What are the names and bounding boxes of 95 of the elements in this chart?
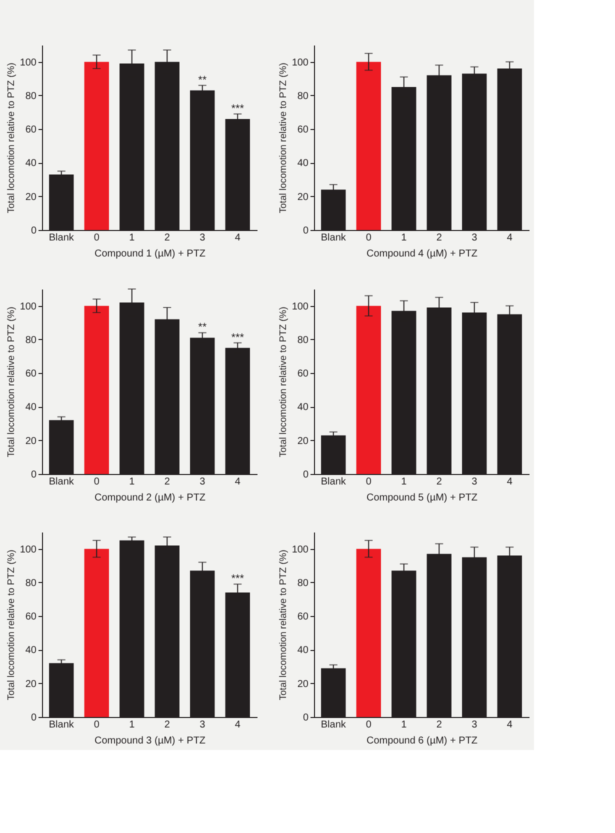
y-tick-label: 60: [297, 612, 309, 623]
x-tick-label: 2: [164, 232, 170, 244]
y-tick-label: 0: [30, 712, 37, 724]
y-tick-label: 80: [297, 334, 309, 346]
y-tick-label: 80: [25, 90, 37, 102]
y-tick-label: 80: [25, 578, 37, 589]
y-tick-label: 60: [297, 368, 309, 380]
x-tick-label: 3: [472, 476, 478, 488]
x-tick-label: 0: [366, 720, 372, 730]
x-tick-label: 3: [472, 232, 478, 244]
annotation: ***: [231, 102, 245, 115]
x-tick-label: 4: [234, 720, 241, 730]
x-tick-label: 3: [200, 232, 206, 244]
x-tick-label: 1: [129, 476, 136, 488]
y-tick-label: 0: [302, 470, 309, 480]
y-tick-label: 40: [297, 158, 309, 170]
x-axis-title: Compound 1 (µM) + PTZ: [94, 248, 206, 260]
y-axis-title: Total locomotion relative to PTZ (%): [6, 62, 17, 214]
bar: [356, 548, 381, 717]
x-tick-label: 4: [234, 232, 241, 244]
x-tick-label: 4: [506, 720, 513, 730]
x-tick-label: Blank: [320, 720, 347, 730]
bar: [84, 306, 109, 474]
y-tick-label: 100: [20, 544, 37, 556]
y-tick-label: 40: [297, 402, 309, 414]
y-tick-label: 20: [25, 192, 37, 203]
y-tick-label: 20: [297, 192, 309, 203]
y-tick-label: 100: [292, 301, 309, 312]
y-tick-label: 40: [25, 645, 37, 656]
bar: [84, 62, 109, 230]
x-tick-label: 1: [401, 720, 408, 730]
y-tick-label: 20: [297, 436, 309, 447]
x-tick-label: 1: [129, 720, 136, 730]
y-tick-label: 80: [25, 334, 37, 346]
x-tick-label: 1: [401, 232, 408, 244]
y-tick-label: 80: [297, 578, 309, 589]
x-tick-label: Blank: [48, 232, 75, 244]
y-tick-label: 40: [297, 645, 309, 656]
annotation: **: [198, 74, 208, 86]
y-tick-label: 80: [297, 90, 309, 102]
y-tick-label: 20: [25, 436, 37, 447]
x-tick-label: 2: [164, 476, 170, 488]
y-tick-label: 60: [25, 612, 37, 623]
y-tick-label: 60: [297, 124, 309, 136]
x-axis-title: Compound 6 (µM) + PTZ: [366, 736, 478, 746]
y-tick-label: 100: [292, 544, 309, 556]
y-tick-label: 20: [297, 678, 309, 690]
y-axis-title: Total locomotion relative to PTZ (%): [278, 62, 289, 214]
y-axis-title: Total locomotion relative to PTZ (%): [278, 550, 289, 700]
y-tick-label: 40: [25, 158, 37, 170]
x-tick-label: 0: [366, 232, 372, 244]
y-tick-label: 0: [30, 470, 37, 480]
bar: [84, 548, 109, 717]
x-axis-title: Compound 2 (µM) + PTZ: [94, 492, 206, 504]
annotation: ***: [231, 573, 245, 586]
annotation: **: [198, 322, 208, 334]
y-tick-label: 100: [20, 57, 37, 68]
x-tick-label: 2: [436, 720, 442, 730]
x-tick-label: 3: [472, 720, 478, 730]
y-axis-title: Total locomotion relative to PTZ (%): [278, 306, 289, 458]
x-tick-label: 3: [200, 720, 206, 730]
bar: [356, 306, 381, 474]
y-tick-label: 40: [25, 402, 37, 414]
y-tick-label: 20: [25, 678, 37, 690]
x-tick-label: Blank: [320, 476, 347, 488]
y-tick-label: 0: [30, 226, 37, 236]
y-tick-label: 100: [20, 301, 37, 312]
x-tick-label: 4: [506, 232, 513, 244]
x-tick-label: 2: [436, 476, 442, 488]
x-tick-label: Blank: [48, 720, 75, 730]
x-tick-label: 3: [200, 476, 206, 488]
x-tick-label: 2: [436, 232, 442, 244]
y-tick-label: 100: [292, 57, 309, 68]
x-axis-title: Compound 4 (µM) + PTZ: [366, 248, 478, 260]
y-tick-label: 0: [302, 712, 309, 724]
x-tick-label: 2: [164, 720, 170, 730]
x-tick-label: 4: [234, 476, 241, 488]
y-axis-title: Total locomotion relative to PTZ (%): [6, 306, 17, 458]
y-tick-label: 0: [302, 226, 309, 236]
x-tick-label: 1: [401, 476, 408, 488]
x-tick-label: 0: [94, 720, 100, 730]
y-axis-title: Total locomotion relative to PTZ (%): [6, 550, 17, 700]
x-axis-title: Compound 3 (µM) + PTZ: [94, 736, 206, 746]
x-tick-label: 1: [129, 232, 136, 244]
x-tick-label: 4: [506, 476, 513, 488]
x-tick-label: 0: [366, 476, 372, 488]
x-tick-label: Blank: [320, 232, 347, 244]
x-tick-label: 0: [94, 476, 100, 488]
x-tick-label: Blank: [48, 476, 75, 488]
y-tick-label: 60: [25, 368, 37, 380]
annotation: ***: [231, 332, 245, 344]
bar: [356, 62, 381, 230]
x-axis-title: Compound 5 (µM) + PTZ: [366, 492, 478, 504]
x-tick-label: 0: [94, 232, 100, 244]
y-tick-label: 60: [25, 124, 37, 136]
